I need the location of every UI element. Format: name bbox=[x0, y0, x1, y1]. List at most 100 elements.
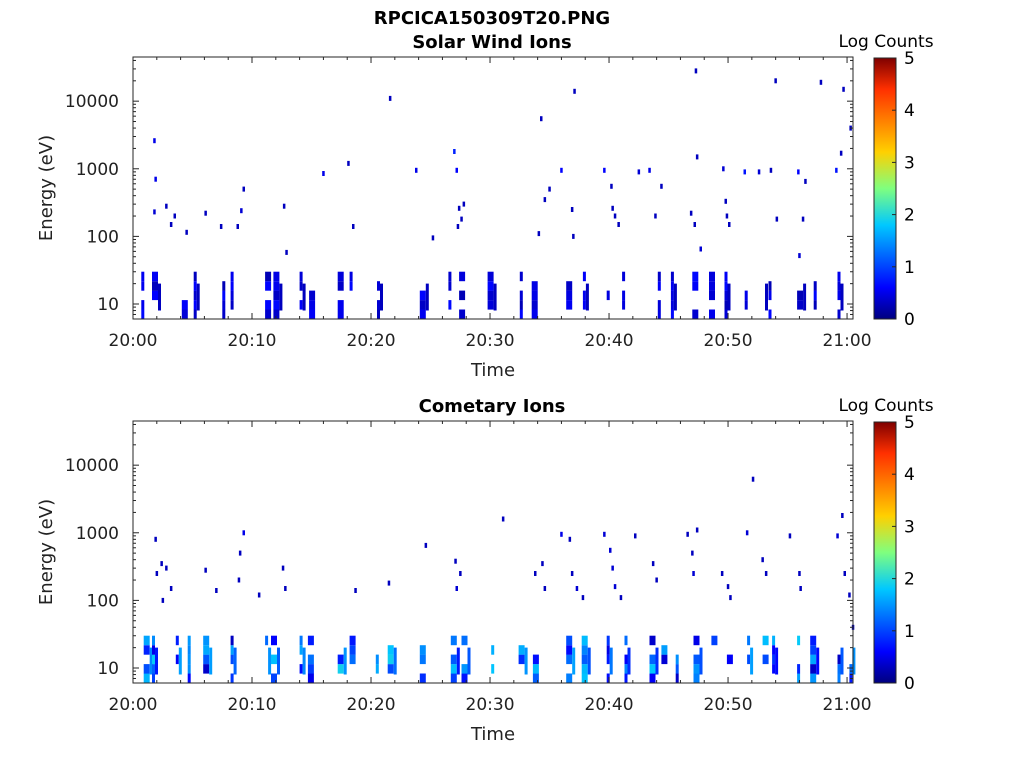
data-point bbox=[238, 550, 242, 556]
data-point bbox=[691, 550, 694, 556]
data-cell bbox=[273, 281, 280, 291]
data-cell bbox=[141, 300, 145, 310]
colorbar bbox=[873, 421, 897, 684]
data-cell bbox=[582, 300, 586, 310]
data-cell bbox=[750, 647, 754, 675]
data-cell bbox=[797, 673, 801, 683]
data-cell bbox=[152, 281, 158, 291]
data-point bbox=[613, 213, 617, 219]
data-point bbox=[726, 584, 730, 590]
data-cell bbox=[448, 271, 452, 282]
data-point bbox=[609, 547, 612, 553]
data-cell bbox=[649, 673, 656, 683]
data-cell bbox=[606, 654, 610, 665]
data-cell bbox=[450, 673, 457, 683]
data-point bbox=[743, 169, 746, 175]
data-point bbox=[619, 595, 623, 601]
data-cell bbox=[675, 664, 679, 674]
data-cell bbox=[152, 645, 155, 655]
data-point bbox=[655, 577, 658, 583]
data-cell bbox=[181, 300, 188, 310]
data-cell bbox=[337, 281, 344, 291]
data-cell bbox=[203, 664, 210, 674]
data-cell bbox=[307, 654, 314, 665]
data-cell bbox=[230, 645, 234, 655]
x-tick-label: 20:30 bbox=[466, 695, 515, 715]
data-cell bbox=[587, 647, 591, 675]
data-cell bbox=[837, 290, 841, 301]
data-point bbox=[637, 169, 641, 175]
data-point bbox=[154, 176, 157, 182]
data-cell bbox=[491, 664, 495, 674]
data-point bbox=[185, 229, 188, 235]
data-cell bbox=[265, 271, 272, 282]
data-point bbox=[699, 246, 702, 252]
y-tick-label: 10 bbox=[97, 295, 119, 315]
data-point bbox=[774, 78, 777, 84]
data-cell bbox=[657, 300, 661, 310]
data-point bbox=[455, 167, 458, 173]
data-cell bbox=[810, 664, 817, 674]
data-cell bbox=[187, 664, 191, 674]
data-cell bbox=[709, 271, 715, 282]
data-cell bbox=[837, 281, 841, 291]
colorbar-tick-label: 2 bbox=[904, 570, 915, 590]
data-cell bbox=[387, 645, 394, 655]
data-cell bbox=[566, 281, 573, 291]
data-cell bbox=[581, 654, 588, 665]
data-cell bbox=[279, 283, 283, 311]
colorbar bbox=[873, 57, 897, 320]
data-point bbox=[165, 565, 168, 571]
data-cell bbox=[349, 645, 356, 655]
data-cell bbox=[581, 635, 588, 646]
data-cell bbox=[337, 271, 344, 282]
data-point bbox=[798, 253, 801, 259]
data-cell bbox=[203, 654, 210, 665]
data-point bbox=[575, 586, 579, 591]
data-cell bbox=[143, 645, 150, 655]
data-cell bbox=[606, 645, 610, 655]
data-cell bbox=[582, 290, 586, 301]
data-point bbox=[835, 167, 838, 173]
data-cell bbox=[387, 654, 394, 665]
data-cell bbox=[670, 300, 674, 310]
data-cell bbox=[524, 647, 528, 675]
data-cell bbox=[448, 300, 452, 310]
data-cell bbox=[309, 290, 316, 301]
y-tick-label: 10000 bbox=[65, 92, 119, 112]
colorbar-tick-label: 3 bbox=[904, 517, 915, 537]
data-point bbox=[843, 571, 846, 576]
data-cell bbox=[233, 647, 237, 675]
data-cell bbox=[222, 290, 226, 301]
data-cell bbox=[343, 647, 347, 675]
data-cell bbox=[724, 271, 728, 282]
data-cell bbox=[566, 290, 573, 301]
data-cell bbox=[797, 664, 801, 674]
data-cell bbox=[566, 635, 573, 646]
data-point bbox=[689, 210, 693, 216]
data-point bbox=[804, 178, 807, 184]
data-cell bbox=[772, 645, 776, 655]
x-axis-label: Time bbox=[470, 360, 515, 381]
data-cell bbox=[209, 647, 213, 675]
data-cell bbox=[387, 664, 394, 674]
data-cell bbox=[307, 664, 314, 674]
x-tick-label: 20:20 bbox=[347, 695, 396, 715]
data-cell bbox=[187, 635, 191, 646]
data-point bbox=[154, 536, 157, 542]
x-tick-label: 21:00 bbox=[823, 695, 872, 715]
panel-2-title: Cometary Ions bbox=[418, 396, 566, 417]
data-cell bbox=[230, 673, 234, 683]
data-point bbox=[388, 95, 392, 101]
data-cell bbox=[337, 664, 344, 674]
data-cell bbox=[380, 283, 383, 311]
data-cell bbox=[609, 647, 613, 675]
data-cell bbox=[459, 271, 466, 282]
data-point bbox=[352, 224, 355, 229]
x-tick-label: 20:00 bbox=[109, 331, 158, 351]
x-tick-label: 20:50 bbox=[704, 331, 753, 351]
data-point bbox=[745, 530, 749, 536]
data-cell bbox=[222, 300, 226, 310]
data-point bbox=[165, 203, 168, 209]
